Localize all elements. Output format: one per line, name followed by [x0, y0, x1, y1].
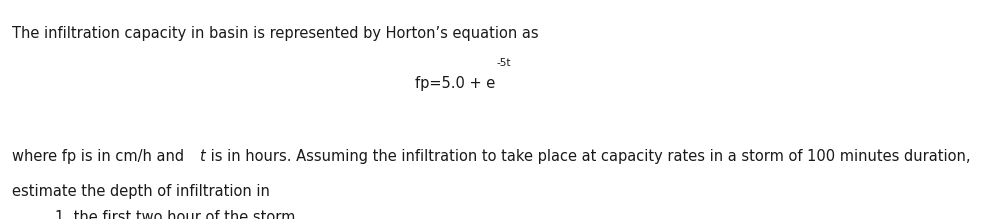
Text: 1. the first two hour of the storm: 1. the first two hour of the storm	[55, 210, 295, 219]
Text: where fp is in cm/h and: where fp is in cm/h and	[12, 149, 188, 164]
Text: t: t	[198, 149, 204, 164]
Text: The infiltration capacity in basin is represented by Horton’s equation as: The infiltration capacity in basin is re…	[12, 26, 538, 41]
Text: -5t: -5t	[496, 58, 511, 68]
Text: estimate the depth of infiltration in: estimate the depth of infiltration in	[12, 184, 270, 199]
Text: is in hours. Assuming the infiltration to take place at capacity rates in a stor: is in hours. Assuming the infiltration t…	[206, 149, 971, 164]
Text: fp=5.0 + e: fp=5.0 + e	[415, 76, 496, 91]
